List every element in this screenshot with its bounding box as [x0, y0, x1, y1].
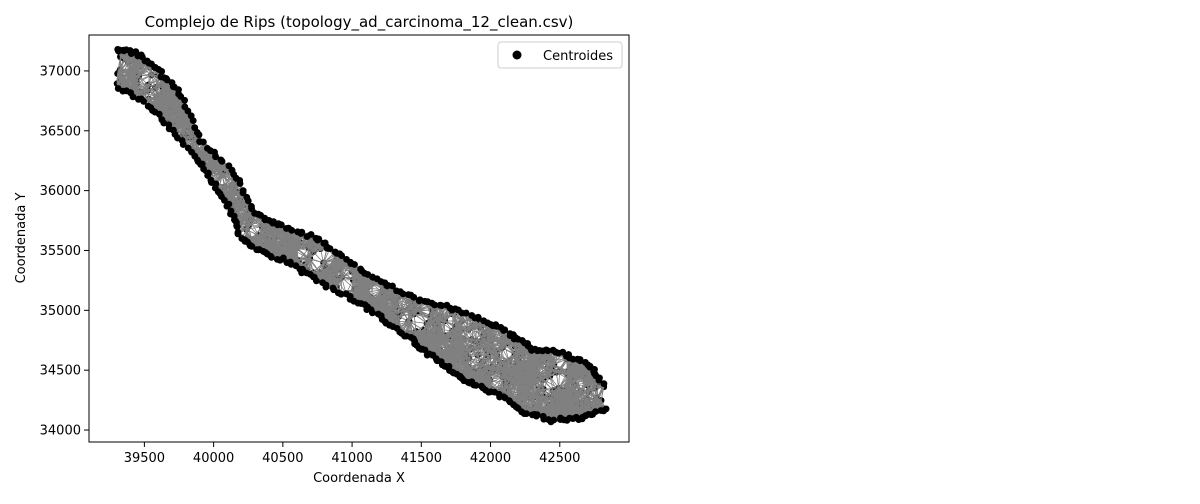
centroid-point-boundary — [329, 284, 337, 292]
plot-area — [113, 46, 610, 426]
centroid-point-boundary — [200, 138, 207, 146]
x-tick-label-0: 39500 — [124, 451, 165, 466]
centroid-point-boundary — [218, 157, 226, 165]
centroid-point-boundary — [298, 228, 306, 236]
x-tick-label-1: 40000 — [193, 451, 234, 466]
x-tick-label-4: 41500 — [401, 451, 442, 466]
y-tick-label-6: 37000 — [40, 64, 81, 79]
centroid-point-boundary — [236, 180, 244, 187]
y-tick-label-1: 34500 — [40, 364, 81, 379]
x-axis-label: Coordenada X — [313, 471, 405, 486]
centroid-point-boundary — [539, 412, 547, 420]
legend-marker-centroides — [512, 50, 522, 60]
y-tick-label-0: 34000 — [40, 424, 81, 439]
x-tick-label-5: 42000 — [470, 451, 511, 466]
chart-title: Complejo de Rips (topology_ad_carcinoma_… — [145, 13, 574, 32]
x-tick-label-6: 42500 — [539, 451, 580, 466]
centroid-point-boundary — [288, 226, 296, 234]
centroid-points — [113, 46, 610, 426]
centroid-point-boundary — [195, 131, 203, 139]
centroid-point-boundary — [351, 261, 358, 268]
centroid-point-boundary — [273, 256, 281, 263]
centroid-point-boundary — [557, 416, 564, 423]
y-axis-ticks: 34000 34500 35000 35500 36000 36500 37000 — [40, 64, 89, 439]
y-tick-label-4: 36000 — [40, 184, 81, 199]
centroid-point-boundary — [374, 310, 382, 318]
centroid-point-boundary — [181, 96, 189, 104]
centroid-point-boundary — [600, 380, 608, 388]
y-axis-label: Coordenada Y — [14, 193, 29, 284]
x-tick-label-3: 41000 — [331, 451, 372, 466]
centroid-point-boundary — [529, 411, 536, 419]
y-tick-label-5: 36500 — [40, 124, 81, 139]
y-tick-label-3: 35500 — [40, 244, 81, 259]
legend-label-centroides: Centroides — [543, 49, 613, 64]
x-axis-ticks: 39500 40000 40500 41000 41500 42000 42500 — [124, 442, 580, 466]
y-tick-label-2: 35000 — [40, 304, 81, 319]
centroid-point-boundary — [114, 85, 122, 92]
centroid-point-boundary — [189, 117, 197, 124]
rips-edge-overlay — [116, 49, 607, 423]
centroid-point-boundary — [319, 279, 326, 286]
legend: Centroides — [497, 41, 623, 69]
x-tick-label-2: 40500 — [262, 451, 303, 466]
